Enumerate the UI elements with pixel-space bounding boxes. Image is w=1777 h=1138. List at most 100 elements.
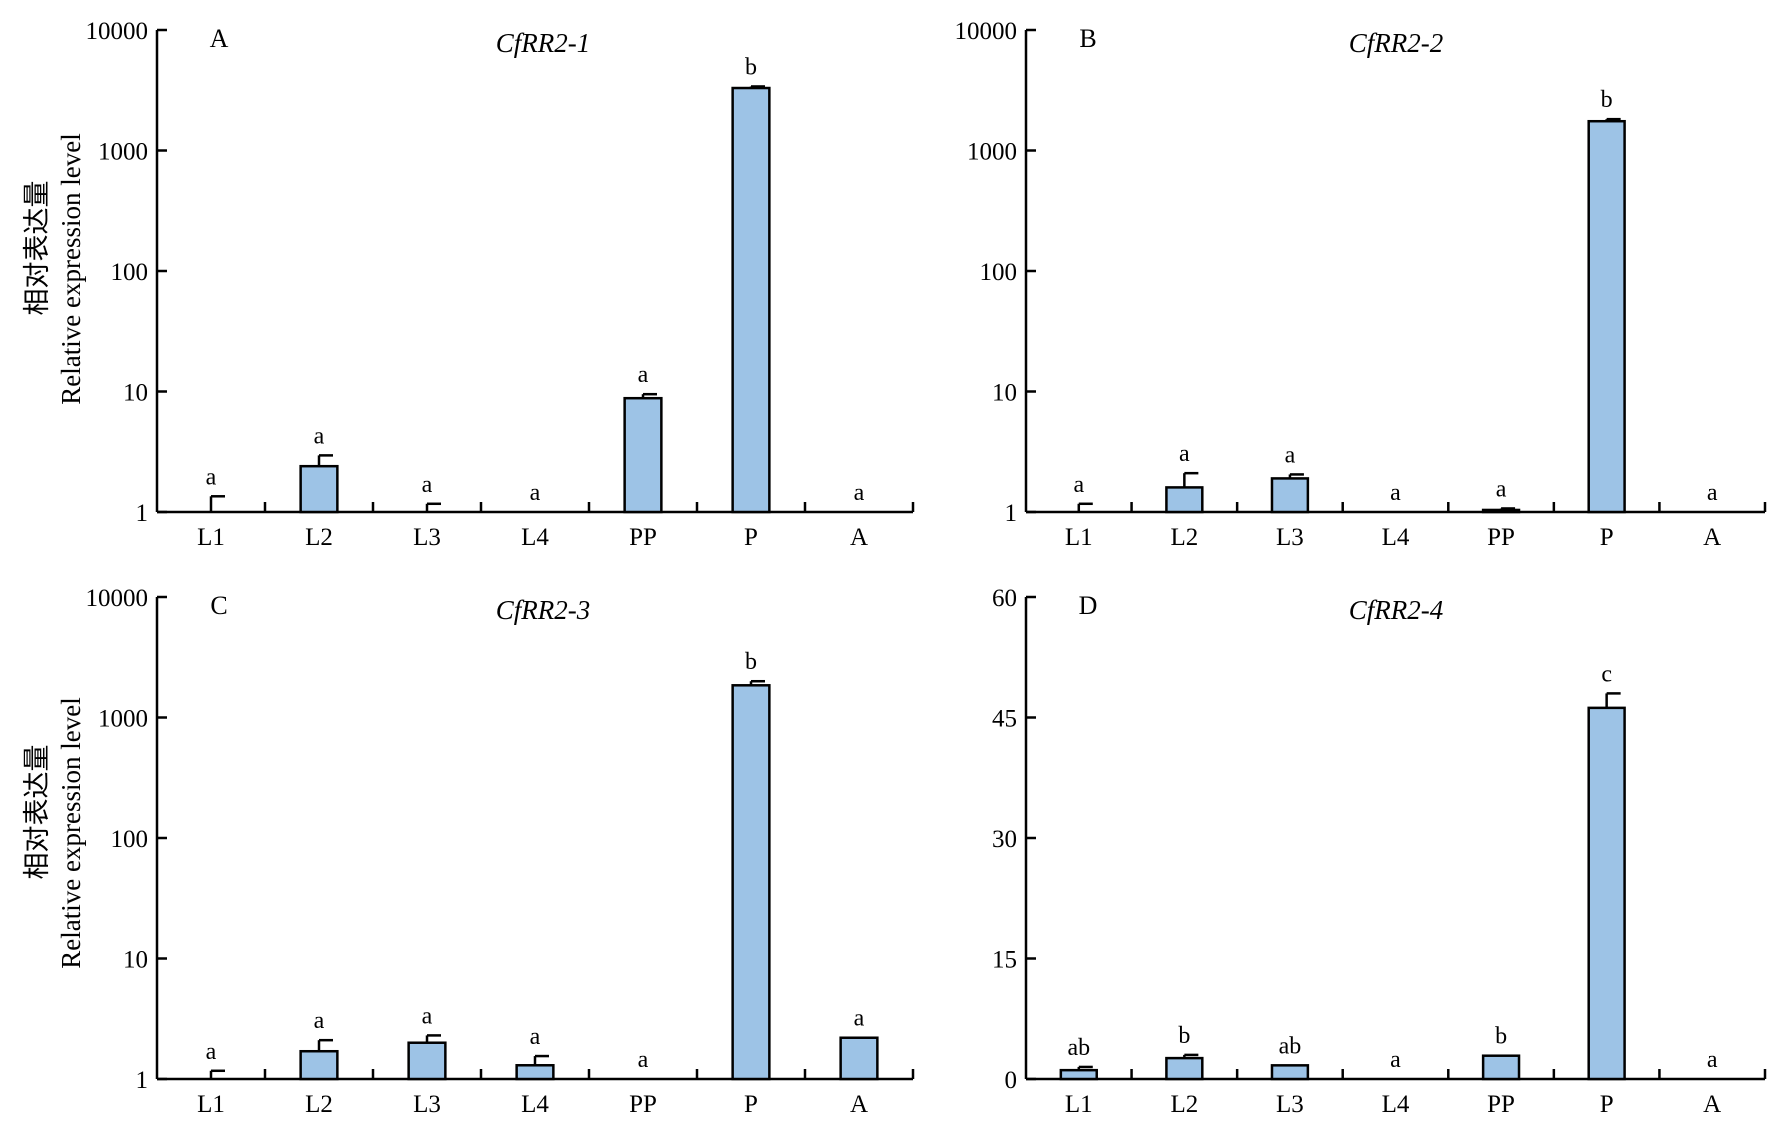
x-tick-label: L3: [413, 1091, 441, 1118]
significance-label: a: [854, 1006, 865, 1032]
x-tick-label: L4: [521, 524, 549, 551]
significance-label: a: [1707, 480, 1718, 506]
x-tick-label: L1: [197, 524, 225, 551]
y-tick-label: 100: [111, 826, 149, 853]
x-tick-label: L2: [1170, 524, 1198, 551]
y-axis-label-zh: 相对表达量: [22, 745, 52, 880]
y-axis-label-en: Relative expression level: [56, 697, 86, 968]
y-tick-label: 1000: [967, 139, 1017, 166]
bar: [1587, 706, 1626, 1081]
significance-label: b: [745, 54, 757, 80]
bar: [1165, 486, 1204, 514]
y-tick-label: 10: [123, 380, 148, 407]
y-tick-label: 100: [111, 259, 149, 286]
significance-label: ab: [1279, 1033, 1302, 1059]
y-tick-label: 100: [980, 259, 1018, 286]
x-tick-label: L4: [521, 1091, 549, 1118]
bar: [731, 684, 771, 1081]
significance-label: b: [1601, 87, 1613, 113]
significance-label: c: [1601, 661, 1612, 687]
x-tick-label: A: [850, 524, 868, 551]
x-tick-label: A: [1703, 524, 1721, 551]
panel-letter: C: [210, 591, 227, 620]
x-tick-label: P: [744, 1091, 758, 1118]
y-tick-label: 1000: [98, 139, 148, 166]
significance-label: b: [1495, 1024, 1507, 1050]
significance-label: a: [1179, 441, 1190, 467]
bar: [623, 396, 663, 514]
y-tick-label: 45: [992, 706, 1017, 733]
x-tick-label: L2: [305, 1091, 333, 1118]
panel-letter: B: [1079, 24, 1096, 53]
bar: [1270, 1064, 1310, 1081]
significance-label: a: [314, 1008, 325, 1034]
y-tick-label: 1: [1005, 500, 1018, 527]
significance-label: a: [1496, 476, 1507, 502]
y-axis-label-bottom: 相对表达量 Relative expression level: [22, 697, 86, 968]
significance-label: a: [422, 472, 433, 498]
x-tick-label: L1: [197, 1091, 225, 1118]
bar: [299, 1049, 339, 1081]
y-tick-label: 10000: [86, 585, 149, 612]
significance-label: a: [206, 464, 217, 490]
y-tick-label: 60: [992, 585, 1017, 612]
significance-label: a: [314, 423, 325, 449]
y-tick-label: 10: [123, 947, 148, 974]
bar: [1481, 1054, 1521, 1081]
significance-label: a: [1285, 442, 1296, 468]
significance-label: ab: [1067, 1035, 1090, 1061]
bar: [1270, 477, 1310, 514]
y-tick-label: 10000: [955, 18, 1018, 45]
y-axis-label-top: 相对表达量 Relative expression level: [22, 133, 86, 404]
x-tick-label: A: [1703, 1091, 1721, 1118]
y-tick-label: 10: [992, 380, 1017, 407]
y-tick-label: 10000: [86, 18, 149, 45]
x-tick-label: PP: [629, 524, 657, 551]
x-tick-label: A: [850, 1091, 868, 1118]
panel-title: CfRR2-1: [496, 28, 591, 58]
x-tick-label: L3: [1276, 1091, 1304, 1118]
bar: [1481, 508, 1521, 514]
bar: [299, 464, 339, 514]
panel-title: CfRR2-4: [1349, 595, 1444, 625]
significance-label: a: [1390, 1047, 1401, 1073]
y-tick-label: 15: [992, 947, 1017, 974]
y-axis-label-zh: 相对表达量: [22, 181, 52, 316]
x-tick-label: L1: [1065, 524, 1093, 551]
panel-c: 1 10 100 1000 10000 a L1 a L2 a L3 a L4 a PP b Pa A C CfRR2…: [86, 585, 915, 1118]
bar: [839, 1036, 879, 1081]
panel-letter: D: [1079, 591, 1098, 620]
x-tick-label: L2: [305, 524, 333, 551]
bar: [407, 1041, 447, 1081]
y-tick-label: 1: [136, 500, 149, 527]
bar: [1059, 1068, 1098, 1081]
x-tick-label: P: [1600, 524, 1614, 551]
y-tick-label: 0: [1005, 1067, 1018, 1094]
x-tick-label: PP: [1487, 524, 1515, 551]
x-tick-label: L4: [1382, 524, 1410, 551]
bar: [731, 86, 771, 514]
significance-label: a: [530, 480, 541, 506]
bar: [1165, 1056, 1204, 1081]
y-axis-label-en: Relative expression level: [56, 133, 86, 404]
significance-label: a: [854, 480, 865, 506]
significance-label: a: [638, 362, 649, 388]
significance-label: a: [530, 1024, 541, 1050]
x-tick-label: PP: [629, 1091, 657, 1118]
x-tick-label: L3: [1276, 524, 1304, 551]
x-tick-label: PP: [1487, 1091, 1515, 1118]
bar: [515, 1064, 555, 1081]
significance-label: b: [745, 649, 757, 675]
y-tick-label: 30: [992, 826, 1017, 853]
x-tick-label: L3: [413, 524, 441, 551]
significance-label: a: [1390, 480, 1401, 506]
x-tick-label: P: [744, 524, 758, 551]
significance-label: a: [422, 1003, 433, 1029]
x-tick-label: L4: [1382, 1091, 1410, 1118]
significance-label: a: [1707, 1047, 1718, 1073]
panel-title: CfRR2-3: [496, 595, 591, 625]
significance-label: a: [1073, 472, 1084, 498]
